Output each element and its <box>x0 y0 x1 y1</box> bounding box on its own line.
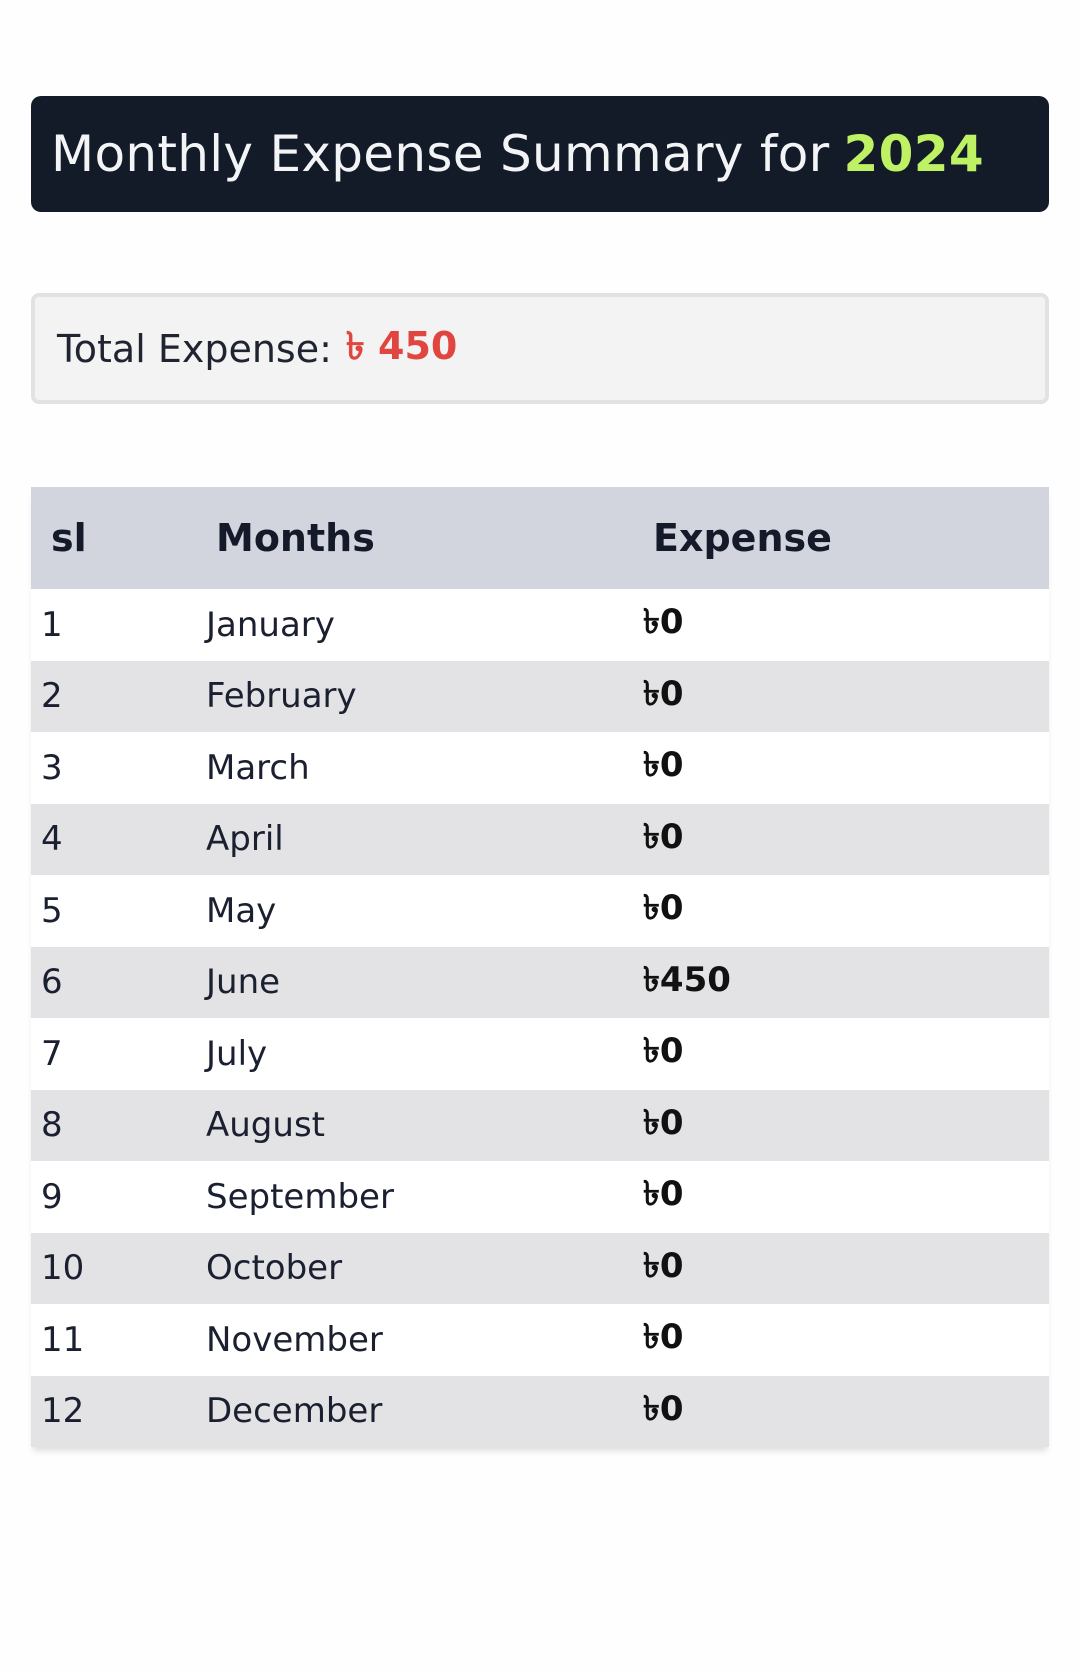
row-month: May <box>206 890 277 931</box>
row-sl: 1 <box>41 604 63 645</box>
row-expense: ৳0 <box>643 816 684 857</box>
row-sl: 6 <box>41 962 63 1003</box>
table-row: 9 September ৳0 <box>31 1161 1049 1233</box>
row-month: October <box>206 1248 343 1289</box>
table-row: 10 October ৳0 <box>31 1232 1049 1304</box>
table-row: 4 April ৳0 <box>31 803 1049 875</box>
row-month: March <box>206 747 310 788</box>
row-month: July <box>206 1033 268 1074</box>
row-sl: 3 <box>41 747 63 788</box>
table-row: 12 December ৳0 <box>31 1375 1049 1447</box>
table-body: 1 January ৳0 2 February ৳0 3 March ৳0 4 … <box>31 589 1049 1447</box>
row-expense: ৳450 <box>643 959 731 1000</box>
row-expense: ৳0 <box>643 1031 684 1072</box>
table-row: 3 March ৳0 <box>31 732 1049 804</box>
row-sl: 11 <box>41 1319 85 1360</box>
page-header: Monthly Expense Summary for 2024 <box>31 96 1049 212</box>
row-month: November <box>206 1319 383 1360</box>
row-month: February <box>206 676 357 717</box>
table-header-row: sl Months Expense <box>31 487 1049 589</box>
row-sl: 7 <box>41 1033 63 1074</box>
table-row: 7 July ৳0 <box>31 1018 1049 1090</box>
row-month: April <box>206 819 284 860</box>
expense-table: sl Months Expense 1 January ৳0 2 Februar… <box>31 487 1049 1447</box>
row-sl: 8 <box>41 1105 63 1146</box>
row-expense: ৳0 <box>643 1245 684 1286</box>
year-label: 2024 <box>843 125 984 183</box>
row-expense: ৳0 <box>643 745 684 786</box>
row-expense: ৳0 <box>643 1388 684 1429</box>
row-expense: ৳0 <box>643 1174 684 1215</box>
expense-table-container: sl Months Expense 1 January ৳0 2 Februar… <box>31 487 1049 1447</box>
row-sl: 2 <box>41 676 63 717</box>
row-month: June <box>206 962 281 1003</box>
row-sl: 9 <box>41 1176 63 1217</box>
row-month: August <box>206 1105 325 1146</box>
row-month: December <box>206 1391 383 1432</box>
row-sl: 10 <box>41 1248 85 1289</box>
table-row: 5 May ৳0 <box>31 875 1049 947</box>
column-header-sl: sl <box>51 516 87 560</box>
total-expense-label: Total Expense: <box>57 326 332 371</box>
column-header-expense: Expense <box>653 516 832 560</box>
total-expense-card: Total Expense: ৳ 450 <box>31 293 1049 404</box>
row-sl: 12 <box>41 1391 85 1432</box>
row-expense: ৳0 <box>643 673 684 714</box>
row-expense: ৳0 <box>643 1102 684 1143</box>
row-month: January <box>206 604 335 645</box>
row-expense: ৳0 <box>643 602 684 643</box>
table-row: 6 June ৳450 <box>31 946 1049 1018</box>
table-row: 2 February ৳0 <box>31 660 1049 732</box>
row-sl: 4 <box>41 819 63 860</box>
column-header-months: Months <box>216 516 375 560</box>
table-row: 1 January ৳0 <box>31 589 1049 661</box>
page-title: Monthly Expense Summary for 2024 <box>51 125 984 183</box>
total-expense-value: ৳ 450 <box>345 323 458 368</box>
row-expense: ৳0 <box>643 888 684 929</box>
table-row: 11 November ৳0 <box>31 1304 1049 1376</box>
row-sl: 5 <box>41 890 63 931</box>
row-month: September <box>206 1176 394 1217</box>
table-row: 8 August ৳0 <box>31 1089 1049 1161</box>
page-title-text: Monthly Expense Summary for <box>51 125 830 183</box>
row-expense: ৳0 <box>643 1317 684 1358</box>
table-header: sl Months Expense <box>31 487 1049 589</box>
